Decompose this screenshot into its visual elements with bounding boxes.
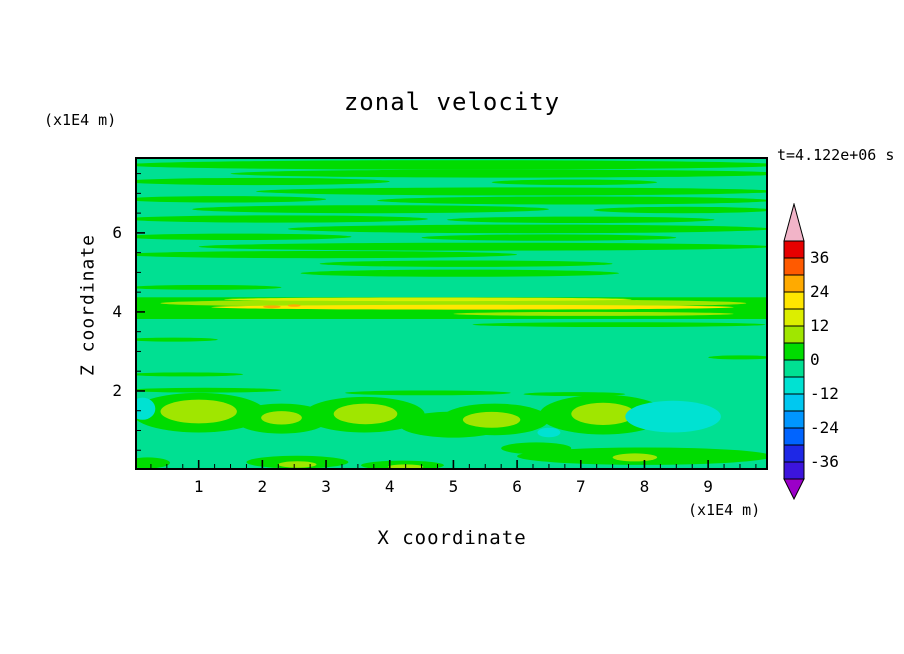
contour-region: [135, 285, 282, 290]
x-tick-label: 2: [257, 477, 268, 496]
colorbar-tick-label: 24: [810, 282, 830, 301]
colorbar-segment: [783, 461, 805, 480]
colorbar-tick-label: -12: [810, 384, 839, 403]
colorbar-segment: [783, 444, 805, 463]
contour-region: [300, 269, 619, 277]
contour-region: [501, 442, 572, 455]
contour-region: [319, 260, 613, 267]
colorbar-segment: [783, 359, 805, 378]
colorbar: [783, 203, 805, 501]
colorbar-over-arrow: [783, 203, 805, 242]
contour-region: [263, 305, 281, 309]
x-tick-label: 4: [384, 477, 395, 496]
contour-region: [135, 233, 352, 240]
x-tick-label: 7: [575, 477, 586, 496]
colorbar-tick-label: -36: [810, 452, 839, 471]
contour-region: [135, 387, 282, 393]
contour-region: [211, 304, 734, 310]
x-tick-label: 3: [321, 477, 331, 496]
colorbar-segment: [783, 291, 805, 310]
contour-region: [472, 322, 766, 327]
x-tick-label: 5: [448, 477, 459, 496]
contour-region: [135, 160, 768, 170]
contour-region: [230, 169, 768, 178]
y-tick-label: 6: [112, 222, 122, 242]
contour-region: [462, 411, 521, 428]
contour-region: [287, 304, 301, 307]
contour-region: [571, 402, 635, 425]
contour-region: [224, 297, 632, 302]
contour-region: [256, 187, 768, 196]
contour-region: [333, 403, 398, 425]
contour-region: [192, 205, 549, 214]
contour-region: [453, 311, 734, 316]
contour-region: [612, 453, 658, 462]
colorbar-segment: [783, 410, 805, 429]
colorbar-segment: [783, 393, 805, 412]
contour-region: [135, 372, 244, 377]
colorbar-segment: [783, 274, 805, 293]
colorbar-segment: [783, 240, 805, 259]
contour-region: [135, 457, 170, 469]
x-tick-label: 9: [703, 477, 713, 496]
y-tick-label: 2: [112, 380, 122, 400]
colorbar-segment: [783, 325, 805, 344]
contour-region: [447, 216, 715, 223]
contour-region: [278, 461, 317, 468]
colorbar-tick-label: 12: [810, 316, 830, 335]
contour-region: [345, 390, 511, 396]
x-axis-title: X coordinate: [377, 527, 527, 549]
contour-region: [537, 427, 561, 438]
x-tick-label: 1: [193, 477, 204, 496]
colorbar-segment: [783, 257, 805, 276]
colorbar-tick-label: 0: [810, 350, 820, 369]
x-tick-label: 8: [639, 477, 650, 496]
plot-frame: [135, 157, 768, 470]
x-tick-label: 6: [512, 477, 522, 496]
contour-region: [135, 337, 218, 342]
x-axis-unit-label: (x1E4 m): [688, 501, 761, 519]
y-tick-label: 4: [112, 301, 122, 321]
contour-region: [198, 242, 768, 251]
contour-region: [593, 206, 768, 214]
contour-region: [160, 399, 237, 424]
contour-region: [287, 224, 768, 234]
contour-region: [625, 400, 721, 433]
contour-region: [135, 397, 156, 420]
colorbar-segment: [783, 427, 805, 446]
time-annotation: t=4.122e+06 s: [777, 146, 895, 164]
contour-region: [491, 179, 658, 186]
contour-region: [377, 196, 768, 205]
colorbar-segment: [783, 376, 805, 395]
contour-region: [135, 215, 428, 223]
colorbar-under-arrow: [783, 478, 805, 501]
colorbar-tick-label: -24: [810, 418, 839, 437]
contour-fills: [135, 160, 768, 470]
contour-region: [135, 251, 518, 259]
colorbar-segment: [783, 342, 805, 361]
contour-region: [261, 411, 302, 425]
contour-plot: [135, 157, 768, 470]
contour-region: [135, 196, 327, 203]
colorbar-tick-label: 36: [810, 248, 830, 267]
colorbar-segment: [783, 308, 805, 327]
chart-title: zonal velocity: [343, 88, 561, 116]
contour-region: [421, 234, 677, 241]
contour-region: [708, 355, 768, 360]
y-axis-unit-label: (x1E4 m): [44, 111, 117, 129]
contour-region: [135, 177, 390, 186]
